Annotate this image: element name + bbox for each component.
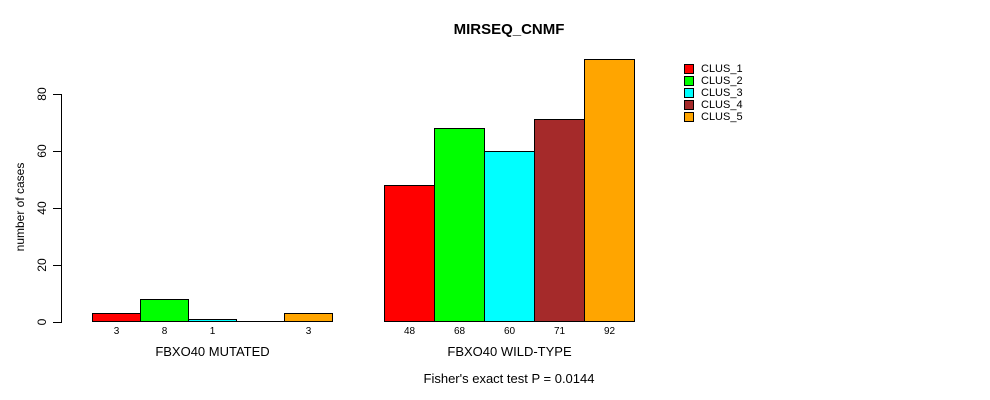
bar-value-label: 8 <box>161 326 168 337</box>
legend-swatch-clus_2 <box>684 76 694 86</box>
y-axis-tick-label: 80 <box>35 87 49 101</box>
bar-clus_3 <box>188 319 237 322</box>
y-axis-line <box>61 94 62 323</box>
legend-swatch-clus_4 <box>684 100 694 110</box>
subtitle-fisher-test: Fisher's exact test P = 0.0144 <box>423 371 595 386</box>
y-axis-tick-label: 60 <box>35 144 49 158</box>
legend-item-clus_5: CLUS_5 <box>684 111 774 123</box>
bar-clus_4-zero <box>236 321 285 322</box>
y-axis-tick <box>53 322 61 323</box>
y-axis-tick-label: 20 <box>35 258 49 272</box>
chart-title: MIRSEQ_CNMF <box>453 21 565 38</box>
legend-swatch-clus_3 <box>684 88 694 98</box>
group-label-wild-type: FBXO40 WILD-TYPE <box>447 344 572 359</box>
legend-swatch-clus_5 <box>684 112 694 122</box>
group-label-mutated: FBXO40 MUTATED <box>155 344 270 359</box>
bar-clus_1 <box>92 313 141 322</box>
bar-value-label: 92 <box>603 326 616 337</box>
bar-clus_5 <box>584 59 635 322</box>
bar-clus_2 <box>434 128 485 322</box>
bar-value-label: 3 <box>113 326 120 337</box>
legend: CLUS_1 CLUS_2 CLUS_3 CLUS_4 CLUS_5 <box>684 63 774 125</box>
legend-label: CLUS_1 <box>701 63 743 75</box>
bar-clus_4 <box>534 119 585 322</box>
bar-value-label: 3 <box>305 326 312 337</box>
legend-label: CLUS_3 <box>701 87 743 99</box>
legend-swatch-clus_1 <box>684 64 694 74</box>
bar-clus_3 <box>484 151 535 322</box>
y-axis-tick <box>53 265 61 266</box>
bar-value-label: 48 <box>403 326 416 337</box>
bar-value-label: 1 <box>209 326 216 337</box>
legend-label: CLUS_5 <box>701 111 743 123</box>
y-axis-tick <box>53 208 61 209</box>
bar-value-label: 71 <box>553 326 566 337</box>
bar-clus_2 <box>140 299 189 322</box>
y-axis-tick <box>53 151 61 152</box>
legend-label: CLUS_2 <box>701 75 743 87</box>
legend-item-clus_4: CLUS_4 <box>684 99 774 111</box>
legend-item-clus_1: CLUS_1 <box>684 63 774 75</box>
bar-clus_1 <box>384 185 435 322</box>
legend-item-clus_3: CLUS_3 <box>684 87 774 99</box>
y-axis-tick-label: 40 <box>35 201 49 215</box>
legend-item-clus_2: CLUS_2 <box>684 75 774 87</box>
legend-label: CLUS_4 <box>701 99 743 111</box>
y-axis-tick-label: 0 <box>35 318 49 326</box>
y-axis-tick <box>53 94 61 95</box>
bar-value-label: 68 <box>453 326 466 337</box>
bar-clus_5 <box>284 313 333 322</box>
bar-value-label: 60 <box>503 326 516 337</box>
